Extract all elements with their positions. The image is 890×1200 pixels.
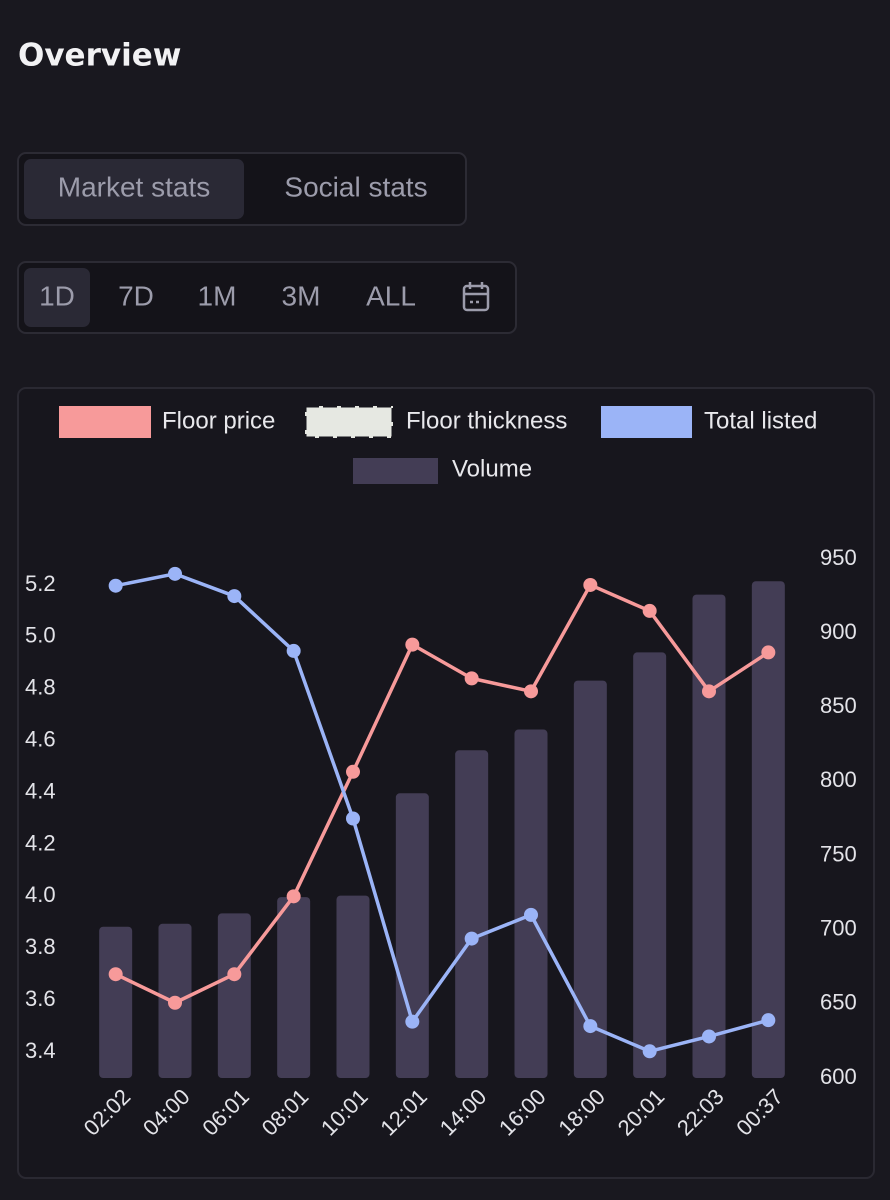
bar	[633, 652, 667, 1078]
y-tick-label: 3.6	[25, 986, 56, 1011]
point	[346, 811, 360, 826]
range-active-bg	[24, 268, 90, 327]
point	[168, 995, 182, 1010]
y-tick-label: 4.2	[25, 830, 56, 855]
point	[405, 637, 420, 652]
point	[405, 1014, 420, 1029]
point	[464, 671, 479, 686]
bar	[573, 680, 607, 1078]
legend-swatch	[601, 406, 692, 438]
point	[524, 907, 538, 922]
bar	[455, 750, 489, 1078]
lines	[114, 572, 770, 1054]
legend-swatch	[353, 458, 438, 484]
point	[464, 931, 479, 946]
chart-card	[17, 387, 875, 1179]
legend-label: Floor price	[162, 407, 275, 434]
y-tick-label: 4.8	[25, 675, 56, 700]
y-tick-label: 4.0	[25, 882, 56, 907]
y2-tick-label: 950	[820, 545, 857, 570]
bar	[395, 793, 429, 1078]
point	[168, 566, 182, 581]
page-title: Overview	[18, 38, 181, 74]
point	[108, 578, 123, 593]
tab[interactable]: Social stats	[284, 171, 427, 202]
tab-active-bg	[24, 159, 244, 219]
bar	[217, 913, 251, 1078]
y2-tick-label: 900	[820, 619, 857, 644]
range-group	[17, 261, 517, 334]
point	[642, 603, 657, 618]
point	[761, 645, 776, 660]
y-tick-label: 4.6	[25, 726, 56, 751]
points	[108, 566, 776, 1059]
y-tick-label: 3.4	[25, 1038, 56, 1063]
range-button[interactable]: 7D	[118, 280, 154, 311]
point	[761, 1013, 776, 1028]
tab[interactable]: Market stats	[58, 171, 210, 202]
bar	[751, 581, 785, 1078]
point	[702, 684, 716, 699]
y2-tick-label: 750	[820, 841, 857, 866]
y-tick-label: 5.2	[25, 571, 56, 596]
point	[286, 889, 301, 904]
legend-label: Volume	[452, 455, 532, 482]
bar	[277, 897, 311, 1078]
bar	[99, 926, 133, 1078]
y2-tick-label: 700	[820, 916, 857, 941]
range-button[interactable]: 1D	[39, 280, 75, 311]
y-tick-label: 4.4	[25, 778, 56, 803]
y2-tick-label: 600	[820, 1064, 857, 1089]
legend-label: Floor thickness	[406, 407, 567, 434]
bars	[99, 581, 785, 1078]
point	[108, 967, 123, 982]
bar	[692, 594, 726, 1078]
line	[115, 572, 769, 1054]
point	[524, 684, 538, 699]
bar	[336, 895, 370, 1078]
point	[583, 577, 598, 592]
range-button[interactable]: 3M	[282, 280, 321, 311]
range-button[interactable]: 1M	[198, 280, 237, 311]
bar	[514, 729, 548, 1078]
y-tick-label: 3.8	[25, 934, 56, 959]
chart: 3.4 3.6 3.8 4.0 4.2 4.4 4.6 4.8 5.0 5.2 600 650 700 7…	[25, 404, 857, 1141]
point	[702, 1029, 716, 1044]
line	[114, 583, 770, 1005]
point	[227, 589, 242, 604]
y2-tick-label: 800	[820, 767, 857, 792]
calendar-icon[interactable]	[462, 282, 490, 312]
point	[583, 1019, 598, 1034]
point	[642, 1044, 657, 1059]
legend-label: Total listed	[704, 407, 817, 434]
legend-swatch	[59, 406, 151, 438]
y-tick-label: 5.0	[25, 623, 56, 648]
point	[227, 967, 242, 982]
legend-swatch	[303, 404, 395, 440]
point	[346, 764, 360, 779]
point	[286, 643, 301, 658]
y2-tick-label: 650	[820, 990, 857, 1015]
y2-tick-label: 850	[820, 693, 857, 718]
range-button[interactable]: ALL	[366, 280, 416, 311]
